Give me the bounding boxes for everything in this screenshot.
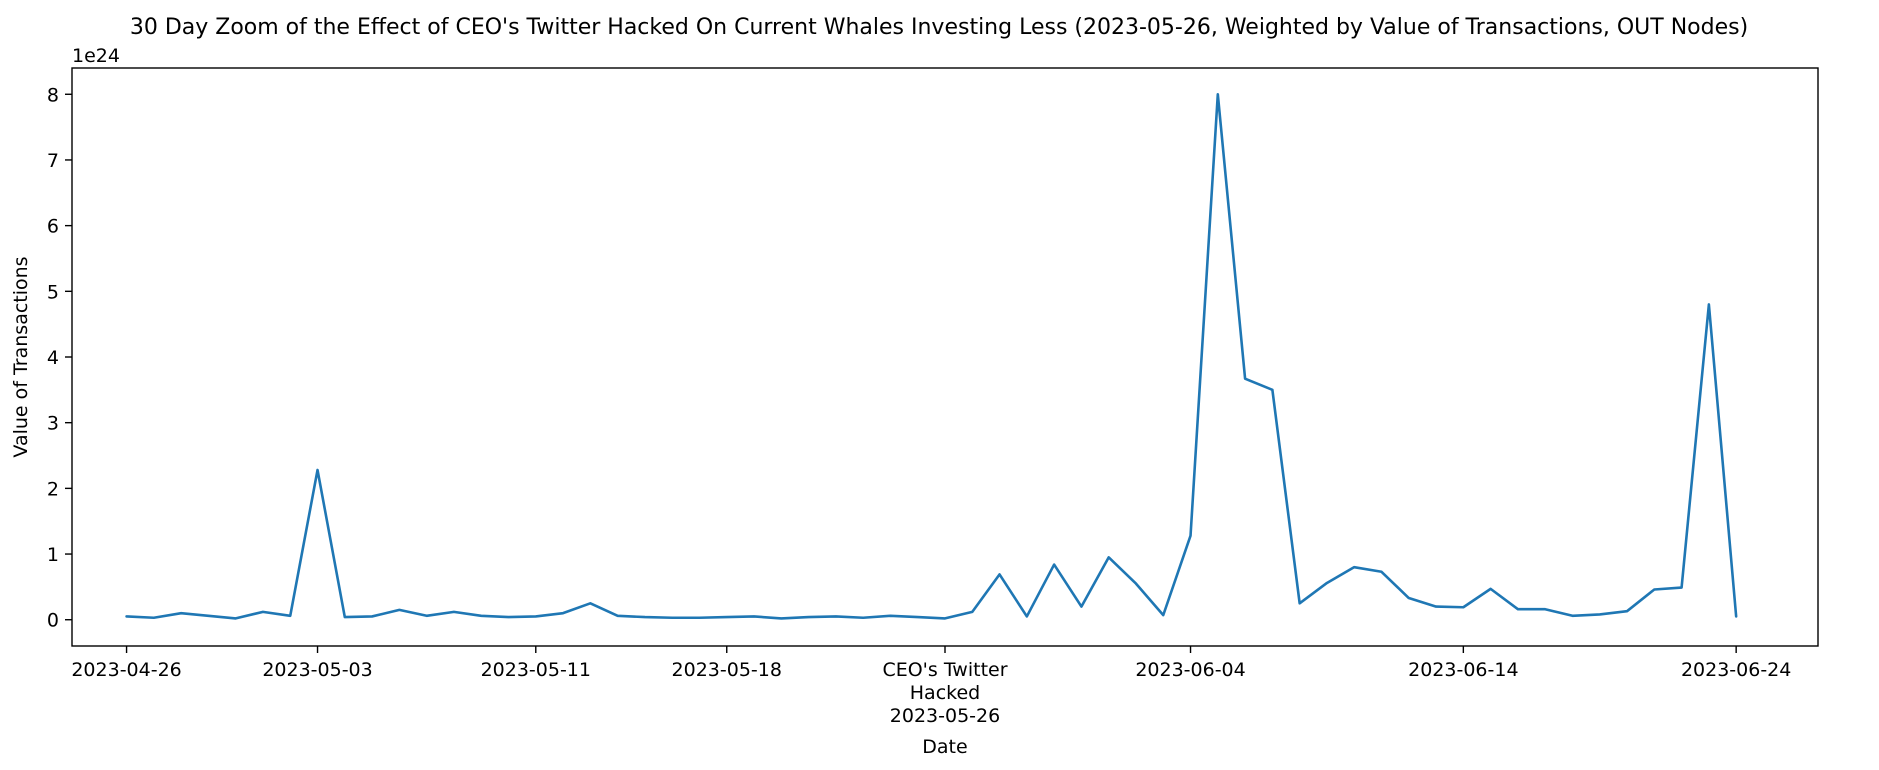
y-tick-label: 3 bbox=[47, 413, 59, 435]
y-tick-label: 4 bbox=[47, 347, 59, 369]
y-tick-label: 2 bbox=[47, 478, 59, 500]
series-line bbox=[125, 92, 1738, 620]
y-tick-label: 8 bbox=[47, 84, 59, 106]
y-axis: 0 1 2 3 4 5 6 7 8 bbox=[47, 84, 72, 632]
series-layer bbox=[125, 92, 1738, 620]
x-axis: 2023-04-26 2023-05-03 2023-05-11 2023-05-18… bbox=[71, 646, 1791, 727]
x-tick-label: 2023-06-04 bbox=[1135, 659, 1245, 681]
y-tick-label: 1 bbox=[47, 544, 59, 566]
chart-title: 30 Day Zoom of the Effect of CEO's Twitt… bbox=[130, 15, 1748, 40]
x-tick-label: 2023-05-18 bbox=[672, 659, 782, 681]
y-axis-scale-label: 1e24 bbox=[72, 45, 120, 67]
x-tick-label: CEO's Twitter Hacked 2023-05-26 bbox=[882, 659, 1007, 727]
x-tick-label: 2023-06-24 bbox=[1681, 659, 1791, 681]
x-tick-label: 2023-05-03 bbox=[262, 659, 372, 681]
x-axis-label: Date bbox=[922, 736, 967, 758]
plot-area-frame bbox=[71, 67, 1819, 647]
y-tick-label: 0 bbox=[47, 610, 59, 632]
y-axis-label: Value of Transactions bbox=[10, 256, 32, 457]
y-tick-label: 6 bbox=[47, 216, 59, 238]
x-tick-label: 2023-06-14 bbox=[1408, 659, 1518, 681]
y-tick-label: 5 bbox=[47, 281, 59, 303]
x-tick-label: 2023-05-11 bbox=[481, 659, 591, 681]
y-tick-label: 7 bbox=[47, 150, 59, 172]
x-tick-label: 2023-04-26 bbox=[71, 659, 181, 681]
